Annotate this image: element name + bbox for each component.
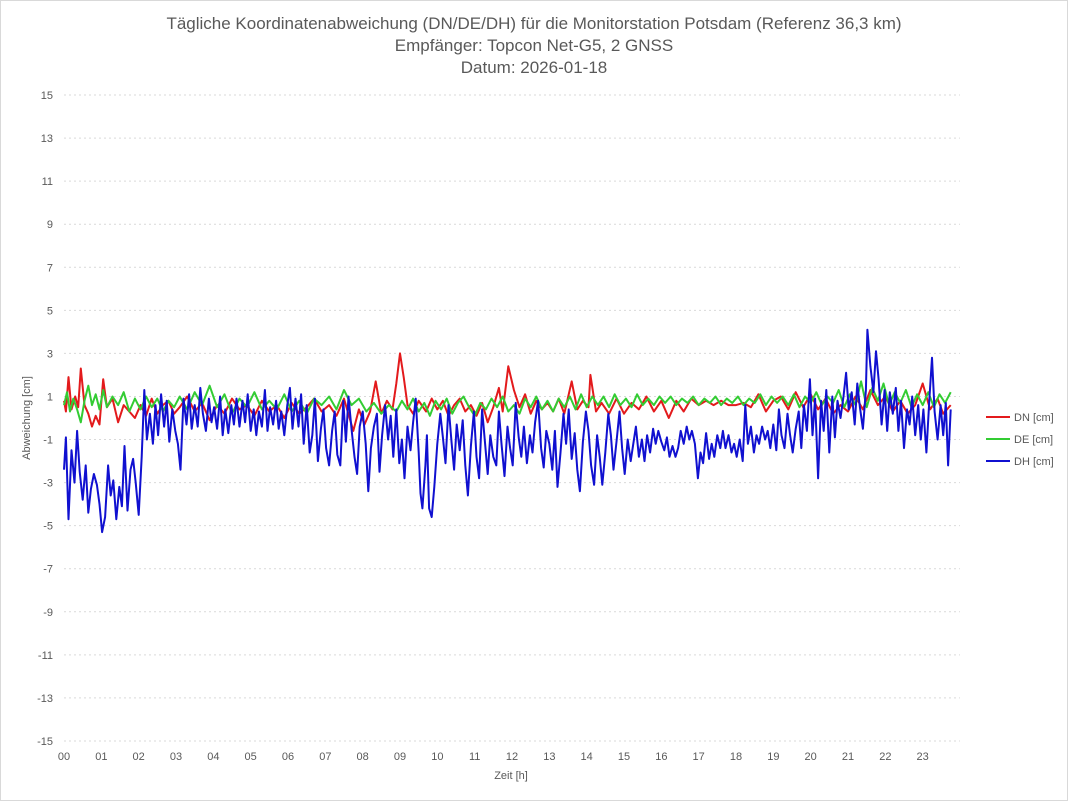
y-tick-label: -9	[43, 607, 53, 619]
x-tick-label: 01	[95, 751, 107, 763]
y-tick-label: -11	[38, 650, 53, 662]
x-tick-label: 23	[917, 751, 929, 763]
x-tick-label: 16	[655, 751, 667, 763]
x-tick-label: 20	[805, 751, 817, 763]
y-tick-label: 7	[47, 262, 53, 274]
y-tick-label: 13	[41, 133, 53, 145]
x-tick-label: 06	[282, 751, 294, 763]
x-tick-label: 12	[506, 751, 518, 763]
y-tick-label: -15	[37, 736, 53, 748]
y-tick-label: -13	[37, 693, 53, 705]
x-axis-label: Zeit [h]	[494, 770, 528, 782]
legend-label: DE [cm]	[1014, 434, 1053, 446]
y-tick-label: -3	[43, 478, 53, 490]
x-tick-label: 21	[842, 751, 854, 763]
y-tick-label: 1	[47, 391, 53, 403]
x-tick-label: 00	[58, 751, 70, 763]
y-tick-label: 5	[47, 305, 53, 317]
legend: DN [cm] DE [cm] DH [cm]	[986, 412, 1054, 468]
x-tick-label: 05	[245, 751, 257, 763]
x-tick-label: 22	[879, 751, 891, 763]
x-tick-label: 08	[357, 751, 369, 763]
x-tick-label: 02	[133, 751, 145, 763]
y-axis-label: Abweichung [cm]	[21, 376, 33, 460]
x-tick-label: 15	[618, 751, 630, 763]
x-tick-label: 17	[693, 751, 705, 763]
x-tick-label: 18	[730, 751, 742, 763]
y-tick-label: 3	[47, 348, 53, 360]
y-tick-label: -5	[43, 521, 53, 533]
y-tick-label: 11	[42, 176, 53, 188]
chart-title-line-1: Tägliche Koordinatenabweichung (DN/DE/DH…	[166, 14, 901, 33]
y-tick-label: -1	[43, 435, 53, 447]
y-tick-label: 9	[47, 219, 53, 231]
legend-label: DN [cm]	[1014, 412, 1054, 424]
legend-label: DH [cm]	[1014, 456, 1054, 468]
x-tick-label: 13	[543, 751, 555, 763]
tick-layer: 15 13 11 9 7 5 3 1 -1 -3 -5 -7 -9 -11 -13 -15 00 01 02 03 04…	[37, 90, 929, 763]
x-tick-label: 10	[431, 751, 443, 763]
x-tick-label: 07	[319, 751, 331, 763]
x-tick-label: 11	[469, 751, 480, 763]
x-tick-label: 14	[581, 751, 593, 763]
x-tick-label: 04	[207, 751, 219, 763]
x-tick-label: 03	[170, 751, 182, 763]
grid-layer	[64, 94, 960, 742]
x-tick-label: 19	[767, 751, 779, 763]
x-tick-label: 09	[394, 751, 406, 763]
chart-title-line-2: Empfänger: Topcon Net-G5, 2 GNSS	[395, 36, 673, 55]
series-layer	[63, 328, 952, 534]
y-tick-label: 15	[41, 90, 53, 102]
y-tick-label: -7	[43, 564, 53, 576]
chart-title-line-3: Datum: 2026-01-18	[461, 58, 607, 77]
series-line-dh	[63, 328, 952, 534]
